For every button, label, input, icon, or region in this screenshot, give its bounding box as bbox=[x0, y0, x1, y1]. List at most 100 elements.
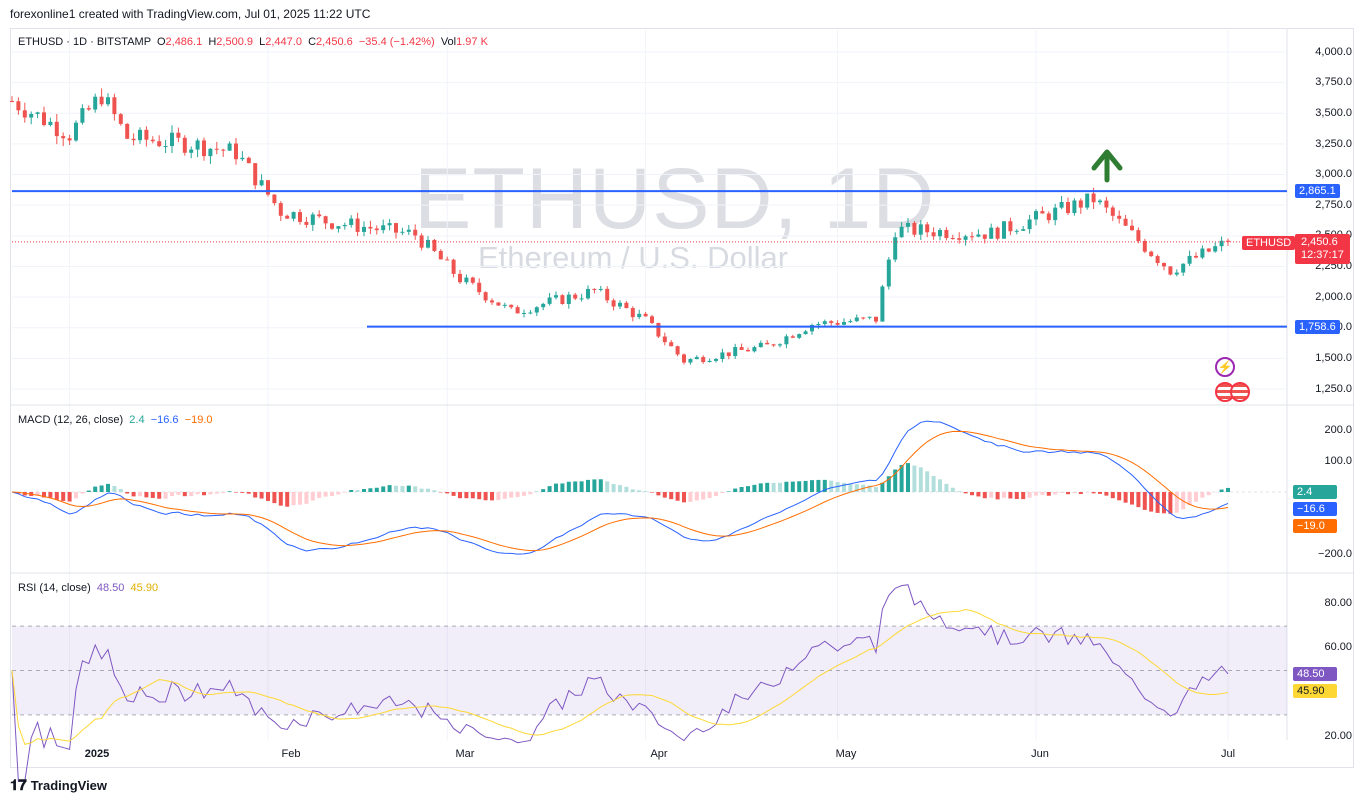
resistance-price-tag: 2,865.1 bbox=[1295, 184, 1340, 198]
macd-histogram-bar bbox=[1168, 492, 1173, 514]
candle-body bbox=[848, 321, 853, 323]
price-tick: 2,000.0 bbox=[1315, 291, 1352, 303]
macd-histogram-bar bbox=[61, 492, 66, 501]
time-tick: Feb bbox=[281, 748, 301, 760]
candle-body bbox=[304, 221, 309, 225]
macd-histogram-bar bbox=[1155, 492, 1160, 513]
macd-histogram-bar bbox=[931, 476, 936, 492]
macd-histogram-bar bbox=[99, 485, 104, 492]
macd-histogram-bar bbox=[445, 492, 450, 494]
macd-histogram-bar bbox=[176, 492, 181, 495]
macd-histogram-bar bbox=[963, 492, 968, 494]
macd-histogram-bar bbox=[720, 492, 725, 494]
macd-histogram-bar bbox=[1219, 489, 1224, 492]
us-flag-event-icon[interactable] bbox=[1230, 382, 1250, 402]
candle-body bbox=[944, 230, 949, 238]
candle-body bbox=[490, 300, 494, 303]
candle-body bbox=[662, 336, 667, 343]
rsi-tick: 80.00 bbox=[1324, 597, 1352, 609]
candle-body bbox=[285, 215, 290, 219]
candle-body bbox=[342, 224, 347, 227]
support-price-tag: 1,758.6 bbox=[1295, 320, 1340, 334]
macd-histogram-bar bbox=[643, 491, 648, 492]
macd-histogram-bar bbox=[509, 492, 514, 498]
macd-histogram-bar bbox=[560, 483, 565, 492]
tradingview-wordmark: TradingView bbox=[30, 778, 108, 793]
rsi-value: 48.50 bbox=[96, 582, 125, 594]
macd-histogram-bar bbox=[189, 492, 194, 497]
macd-histogram-bar bbox=[797, 481, 802, 492]
macd-signal-line bbox=[11, 430, 1229, 552]
candle-body bbox=[1136, 230, 1141, 241]
macd-histogram-bar bbox=[317, 492, 322, 498]
candle-body bbox=[970, 236, 974, 238]
candle-body bbox=[387, 223, 392, 226]
macd-histogram-bar bbox=[1059, 492, 1064, 493]
macd-histogram-bar bbox=[208, 492, 213, 495]
macd-histogram-bar bbox=[1200, 492, 1205, 498]
macd-histogram-bar bbox=[387, 485, 392, 492]
rsi-ma-line bbox=[11, 608, 1229, 745]
candle-body bbox=[701, 357, 706, 363]
candle-body bbox=[74, 122, 78, 141]
macd-signal-value: −19.0 bbox=[184, 414, 213, 426]
volume-value: 1.97 K bbox=[456, 36, 488, 48]
candle-body bbox=[426, 239, 430, 248]
macd-histogram-bar bbox=[413, 486, 418, 492]
candle-body bbox=[1149, 251, 1154, 257]
candle-body bbox=[1066, 201, 1070, 214]
macd-histogram-bar bbox=[227, 491, 232, 492]
macd-histogram-bar bbox=[42, 492, 46, 498]
open-value: 2,486.1 bbox=[165, 36, 203, 48]
candle-body bbox=[688, 359, 693, 363]
candle-body bbox=[963, 236, 968, 240]
candle-body bbox=[592, 288, 597, 290]
candle-body bbox=[784, 336, 789, 345]
candle-body bbox=[138, 129, 142, 141]
candle-body bbox=[643, 313, 648, 317]
macd-histogram-bar bbox=[1040, 492, 1045, 495]
candle-body bbox=[1040, 211, 1045, 214]
macd-histogram-bar bbox=[803, 480, 808, 492]
candle-body bbox=[726, 352, 731, 357]
candle-body bbox=[1123, 218, 1128, 226]
macd-histogram-bar bbox=[970, 492, 974, 496]
macd-histogram-bar bbox=[899, 464, 904, 492]
candle-body bbox=[515, 307, 520, 314]
candle-body bbox=[253, 163, 258, 186]
candle-body bbox=[554, 295, 558, 298]
horizontal-levels bbox=[12, 190, 1287, 328]
candle-body bbox=[1162, 263, 1166, 267]
candle-body bbox=[1226, 240, 1230, 242]
tradingview-logo[interactable]: 𝟏𝟕 TradingView bbox=[10, 777, 107, 794]
rsi-value-tag: 48.50 bbox=[1293, 667, 1337, 681]
high-label: H bbox=[208, 36, 217, 48]
macd-histogram-bar bbox=[854, 484, 859, 492]
macd-histogram-bar bbox=[1066, 492, 1070, 495]
price-tick: 1,500.0 bbox=[1315, 352, 1352, 364]
candle-body bbox=[317, 214, 322, 217]
macd-histogram-bar bbox=[118, 489, 123, 492]
macd-tick: 100.0 bbox=[1324, 455, 1352, 467]
macd-histogram-bar bbox=[278, 492, 283, 506]
candle-body bbox=[470, 277, 475, 283]
candle-body bbox=[509, 304, 514, 308]
macd-histogram-bar bbox=[816, 479, 821, 492]
candle-body bbox=[483, 292, 488, 301]
macd-histogram-bar bbox=[611, 483, 616, 492]
macd-histogram-bar bbox=[1053, 492, 1058, 495]
candle-body bbox=[1219, 240, 1224, 247]
macd-histogram-bar bbox=[1098, 492, 1102, 494]
time-tick: Apr bbox=[650, 748, 668, 760]
candle-body bbox=[208, 148, 213, 157]
macd-histogram-bar bbox=[874, 487, 878, 492]
macd-histogram-bar bbox=[458, 492, 462, 499]
lightning-event-icon[interactable]: ⚡ bbox=[1215, 357, 1235, 377]
macd-histogram-bar bbox=[957, 491, 962, 492]
candle-body bbox=[925, 224, 930, 233]
macd-histogram-bar bbox=[170, 492, 174, 497]
candle-body bbox=[1130, 225, 1134, 231]
time-tick: May bbox=[835, 748, 857, 760]
macd-histogram-bar bbox=[259, 492, 264, 499]
